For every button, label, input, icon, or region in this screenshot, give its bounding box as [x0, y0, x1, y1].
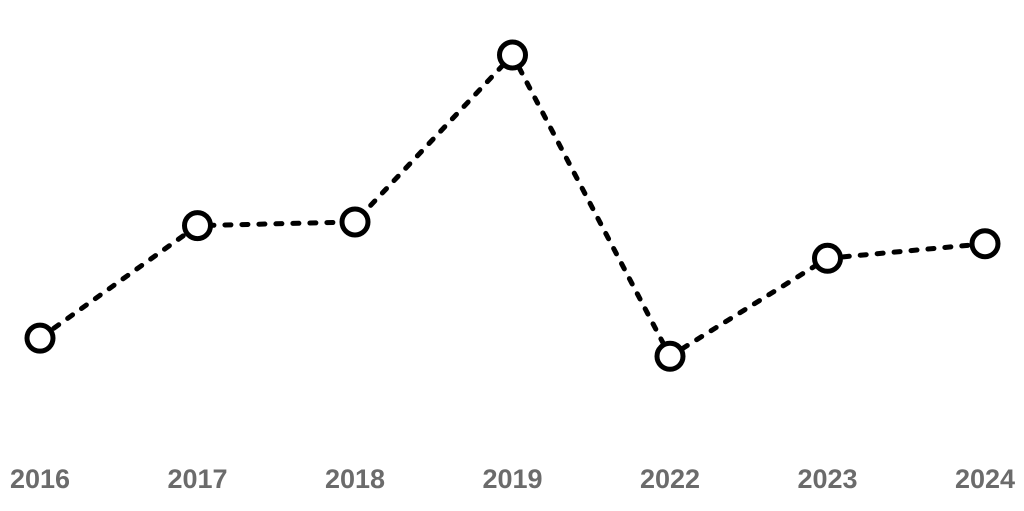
x-axis-label: 2017	[167, 464, 227, 495]
chart-marker	[342, 209, 368, 235]
x-axis-label: 2018	[325, 464, 385, 495]
x-axis-label: 2023	[797, 464, 857, 495]
chart-marker	[972, 231, 998, 257]
x-axis-label: 2019	[482, 464, 542, 495]
chart-marker	[27, 325, 53, 351]
chart-line	[40, 55, 985, 356]
chart-marker	[657, 343, 683, 369]
x-axis-label: 2022	[640, 464, 700, 495]
x-axis-label: 2016	[10, 464, 70, 495]
x-axis-label: 2024	[955, 464, 1015, 495]
chart-marker	[500, 42, 526, 68]
line-chart	[0, 0, 1024, 511]
chart-marker	[815, 245, 841, 271]
chart-marker	[185, 213, 211, 239]
